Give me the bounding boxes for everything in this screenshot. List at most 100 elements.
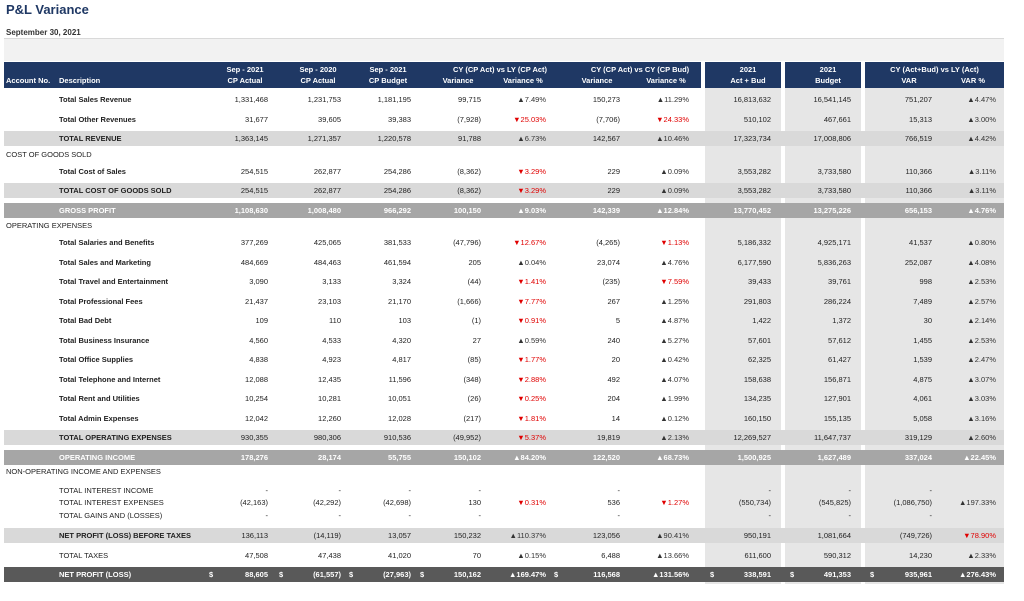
- cell-var-bud-pct: ▼24.33%: [656, 115, 689, 124]
- cell-var-ly-pct: ▲169.47%: [508, 570, 546, 579]
- cell-var-ly: (47,796): [453, 238, 481, 247]
- cell-ytd-act-bud: 62,325: [748, 355, 771, 364]
- cell-var-bud: 267: [607, 297, 620, 306]
- cell-cp-actual-2020: (14,119): [313, 531, 341, 540]
- cell-var-ly-pct: ▼0.91%: [517, 316, 546, 325]
- row-description: TOTAL INTEREST EXPENSES: [59, 498, 164, 507]
- cell-cp-actual-2020: 12,260: [318, 414, 341, 423]
- cell-var-ly: 70: [472, 551, 481, 560]
- cell-cp-budget-2021: 103: [398, 316, 411, 325]
- cell-cp-actual-2021: -: [265, 486, 269, 495]
- header-cp-actual-2020-line1: Sep - 2020: [299, 65, 337, 74]
- cell-ytd-var: 935,961: [904, 570, 932, 579]
- table-row: Total Professional Fees 21,437 23,103 21,17…: [4, 294, 1004, 309]
- cell-var-bud-pct: ▲4.87%: [660, 316, 689, 325]
- cell-ytd-budget: 39,761: [828, 277, 851, 286]
- cell-cp-budget-2021: (27,963): [383, 570, 411, 579]
- header-cp-actual-2020-line2: CP Actual: [300, 76, 336, 85]
- cell-var-ly: -: [478, 511, 482, 520]
- cell-cp-actual-2021: 1,108,630: [234, 206, 268, 215]
- cell-var-bud: 142,567: [592, 134, 620, 143]
- cell-ytd-var-pct: ▼78.90%: [963, 531, 996, 540]
- cell-cp-actual-2020: 12,435: [318, 375, 341, 384]
- table-row: Total Business Insurance 4,560 4,533 4,320 2…: [4, 333, 1004, 348]
- cell-cp-actual-2021: 1,331,468: [234, 95, 268, 104]
- cell-ytd-var: 5,058: [913, 414, 932, 423]
- cell-var-bud: 492: [607, 375, 620, 384]
- currency-symbol: $: [790, 570, 795, 579]
- cell-cp-budget-2021: -: [408, 486, 412, 495]
- cell-cp-budget-2021: 10,051: [388, 394, 411, 403]
- cell-var-ly: 91,788: [458, 134, 481, 143]
- cell-cp-actual-2020: 4,533: [322, 336, 341, 345]
- cell-var-bud-pct: ▲0.42%: [660, 355, 689, 364]
- row-description: Total Cost of Sales: [59, 167, 126, 176]
- cell-ytd-var: 15,313: [909, 115, 932, 124]
- cell-ytd-var: 1,455: [913, 336, 932, 345]
- cell-ytd-var: 766,519: [904, 134, 932, 143]
- cell-ytd-budget: 3,733,580: [817, 167, 851, 176]
- cell-var-bud-pct: ▼1.13%: [660, 238, 689, 247]
- cell-var-ly-pct: ▼3.29%: [517, 186, 546, 195]
- cell-ytd-act-bud: 158,638: [743, 375, 771, 384]
- cell-ytd-budget: 1,372: [832, 316, 851, 325]
- row-description: TOTAL GAINS AND (LOSSES): [59, 511, 163, 520]
- cell-var-ly: (348): [463, 375, 481, 384]
- cell-ytd-var-pct: ▲3.03%: [967, 394, 996, 403]
- cell-cp-budget-2021: 254,286: [383, 186, 411, 195]
- cell-ytd-budget: 5,836,263: [817, 258, 851, 267]
- cell-ytd-var-pct: ▲3.11%: [967, 186, 996, 195]
- cell-cp-actual-2020: 110: [329, 316, 341, 325]
- cell-cp-budget-2021: 1,181,195: [377, 95, 411, 104]
- cell-var-ly: 150,162: [453, 570, 481, 579]
- cell-ytd-act-bud: 1,422: [752, 316, 771, 325]
- cell-cp-actual-2020: 1,231,753: [307, 95, 341, 104]
- currency-symbol: $: [554, 570, 559, 579]
- cell-cp-budget-2021: 910,536: [383, 433, 411, 442]
- cell-ytd-var: 1,539: [913, 355, 932, 364]
- cell-cp-actual-2020: 3,133: [322, 277, 341, 286]
- cell-var-bud-pct: ▲12.84%: [656, 206, 689, 215]
- header-group-cy-vs-bud: CY (CP Act) vs CY (CP Bud): [590, 65, 690, 74]
- table-row: TOTAL INTEREST INCOME - - - - - - - -: [4, 483, 1004, 498]
- cell-cp-budget-2021: 12,028: [388, 414, 411, 423]
- row-description: TOTAL OPERATING EXPENSES: [59, 433, 172, 442]
- cell-ytd-budget: 155,135: [823, 414, 851, 423]
- cell-cp-actual-2021: 88,605: [245, 570, 268, 579]
- cell-var-ly-pct: ▼25.03%: [513, 115, 546, 124]
- cell-ytd-act-bud: -: [768, 511, 772, 520]
- cell-var-ly-pct: ▼1.81%: [517, 414, 546, 423]
- cell-var-bud: (4,265): [596, 238, 620, 247]
- cell-var-ly-pct: ▼5.37%: [517, 433, 546, 442]
- cell-var-ly: (217): [463, 414, 481, 423]
- currency-symbol: $: [279, 570, 284, 579]
- cell-ytd-budget: 3,733,580: [817, 186, 851, 195]
- row-description: Total Business Insurance: [59, 336, 150, 345]
- cell-ytd-budget: 13,275,226: [813, 206, 851, 215]
- ytd-budget-column-bg: [785, 62, 861, 584]
- cell-var-ly: (7,928): [457, 115, 481, 124]
- cell-cp-actual-2020: 980,306: [313, 433, 341, 442]
- cell-var-bud: (7,706): [596, 115, 620, 124]
- row-description: Total Sales and Marketing: [59, 258, 151, 267]
- table-row: Total Salaries and Benefits 377,269 425,06…: [4, 235, 1004, 250]
- cell-var-bud-pct: ▲1.25%: [660, 297, 689, 306]
- cell-var-ly-pct: ▲7.49%: [517, 95, 546, 104]
- cell-cp-actual-2021: 178,276: [240, 453, 268, 462]
- cell-ytd-act-bud: 611,600: [744, 551, 771, 560]
- cell-var-bud: -: [617, 486, 621, 495]
- cell-ytd-budget: 4,925,171: [817, 238, 851, 247]
- cell-var-bud: 6,488: [601, 551, 620, 560]
- currency-symbol: $: [870, 570, 875, 579]
- header-cp-budget-2021-line1: Sep - 2021: [369, 65, 407, 74]
- cell-var-bud: -: [617, 511, 621, 520]
- ytd-actual-column-bg: [705, 62, 781, 584]
- cell-ytd-var-pct: ▲3.16%: [967, 414, 996, 423]
- table-row: TOTAL COST OF GOODS SOLD 254,515 262,877 25…: [4, 183, 1004, 198]
- cell-var-bud: 116,568: [593, 570, 620, 579]
- cell-var-bud-pct: ▲90.41%: [656, 531, 689, 540]
- cell-ytd-budget: 127,901: [823, 394, 851, 403]
- cell-var-ly-pct: ▲9.03%: [517, 206, 546, 215]
- cell-var-bud: 19,819: [597, 433, 620, 442]
- cell-var-bud: 142,339: [592, 206, 620, 215]
